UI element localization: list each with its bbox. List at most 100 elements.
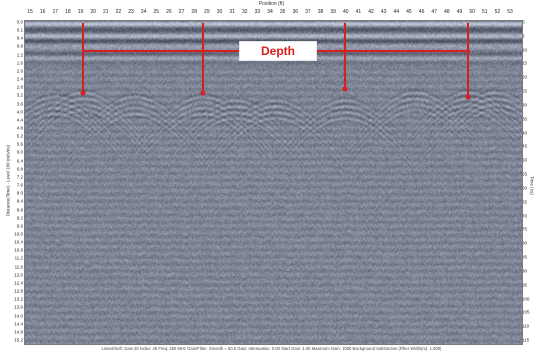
top-tick-label: 34 [267, 9, 273, 15]
top-tick-label: 19 [77, 9, 84, 15]
left-tick-label: 10.4 [14, 239, 23, 245]
left-tick-label: 4.4 [16, 117, 23, 123]
right-tick-label: 70 [522, 213, 528, 219]
left-tick-label: 14.4 [14, 321, 23, 327]
top-tick-label: 23 [128, 9, 134, 15]
left-tick-label: 15.2 [14, 337, 23, 343]
top-tick-label: 31 [229, 9, 235, 15]
top-tick-label: 51 [481, 9, 488, 15]
left-tick-label: 10.0 [14, 231, 23, 237]
target-marker-1 [80, 90, 86, 96]
top-tick-label: 16 [39, 9, 46, 15]
right-tick-label: 100 [522, 296, 530, 302]
top-tick-label: 21 [103, 9, 109, 15]
left-tick-label: 14.0 [14, 313, 23, 319]
left-tick-label: 8.4 [16, 198, 23, 204]
top-tick-label: 33 [254, 9, 261, 15]
right-tick-label: 15 [522, 60, 528, 66]
left-tick-label: 4.0 [16, 109, 23, 115]
depth-annotation-overlay [80, 23, 471, 100]
left-tick-label: 3.6 [16, 101, 23, 107]
top-tick-label: 36 [292, 9, 299, 15]
top-tick-label: 40 [343, 9, 349, 15]
left-tick-label: 2.4 [16, 76, 23, 82]
top-tick-label: 53 [507, 9, 513, 15]
left-tick-label: 10.8 [14, 247, 23, 253]
left-tick-label: 0.0 [16, 19, 23, 25]
top-tick-label: 29 [204, 9, 210, 15]
top-tick-label: 37 [305, 9, 311, 15]
left-tick-label: 12.4 [14, 280, 23, 286]
top-tick-label: 39 [330, 9, 336, 15]
left-tick-label: 2.0 [16, 68, 23, 74]
right-tick-label: 80 [522, 240, 528, 246]
left-tick-label: 13.6 [14, 304, 23, 310]
left-tick-label: 9.6 [16, 223, 23, 229]
right-tick-label: 60 [522, 185, 528, 191]
left-tick-label: 11.6 [14, 264, 23, 270]
left-tick-label: 9.2 [16, 215, 23, 221]
top-tick-label: 28 [191, 9, 197, 15]
top-tick-label: 42 [368, 9, 374, 15]
right-tick-label: 25 [522, 88, 528, 94]
radargram-canvas [25, 21, 522, 344]
left-tick-label: 8.8 [16, 207, 23, 213]
top-tick-label: 44 [393, 9, 400, 15]
top-tick-label: 46 [418, 9, 425, 15]
top-tick-label: 41 [355, 9, 362, 15]
left-tick-label: 5.2 [16, 133, 23, 139]
depth-label-box: Depth [239, 41, 317, 61]
target-marker-3 [342, 86, 348, 92]
top-tick-label: 52 [494, 9, 501, 15]
top-tick-label: 17 [52, 9, 59, 15]
top-tick-label: 30 [216, 9, 223, 15]
left-tick-label: 6.8 [16, 166, 23, 172]
right-tick-label: 0 [522, 19, 525, 25]
top-tick-label: 18 [65, 9, 71, 15]
top-tick-label: 26 [166, 9, 172, 15]
right-axis-title: Time (ns) [529, 176, 535, 195]
left-tick-label: 7.6 [16, 182, 23, 188]
target-marker-4 [465, 94, 471, 100]
left-tick-label: 1.6 [16, 60, 23, 66]
processing-info-footer: Linear/Soft: Gain 20 Index: 45 Freq: 250… [101, 346, 442, 351]
left-tick-label: 6.4 [16, 158, 23, 164]
left-tick-label: 11.2 [14, 255, 23, 261]
left-tick-label: 1.2 [16, 52, 23, 58]
left-tick-label: 6.0 [16, 149, 23, 155]
gpr-radargram-plot [24, 20, 523, 345]
left-tick-label: 5.6 [16, 141, 23, 147]
right-tick-label: 115 [522, 337, 530, 343]
left-tick-label: 0.4 [16, 35, 23, 41]
top-tick-label: 38 [317, 9, 324, 15]
top-tick-label: 20 [90, 9, 96, 15]
top-tick-label: 25 [153, 9, 160, 15]
left-tick-label: 12.0 [14, 272, 23, 278]
top-tick-label: 24 [140, 9, 147, 15]
top-tick-label: 43 [380, 9, 387, 15]
right-tick-label: 85 [522, 254, 528, 260]
left-axis-title: Distance(Time) - Level 100 (m/s/ns) [5, 144, 11, 217]
top-tick-label: 48 [444, 9, 450, 15]
top-tick-label: 47 [431, 9, 437, 15]
right-tick-label: 35 [522, 116, 528, 122]
top-tick-label: 50 [469, 9, 475, 15]
left-tick-label: 3.2 [16, 92, 23, 98]
target-marker-2 [200, 90, 206, 96]
left-tick-label: 14.8 [14, 329, 23, 335]
right-tick-label: 20 [522, 74, 528, 80]
right-tick-label: 110 [522, 323, 530, 329]
right-tick-label: 75 [522, 226, 528, 232]
right-tick-label: 55 [522, 171, 528, 177]
left-axis-ticks: 0.0 0.1 0.4 0.8 1.2 1.6 2.0 2.4 2.8 3.2 3.6 4.0 4.4 4… [9, 19, 23, 343]
left-tick-label: 7.2 [16, 174, 23, 180]
left-tick-label: 4.8 [16, 125, 23, 131]
right-tick-label: 95 [522, 282, 528, 288]
top-tick-label: 49 [456, 9, 463, 15]
right-axis-ticks: 0 5 10 15 20 25 30 35 40 45 50 55 60 65 70 75 80 85 90 95 10… [522, 19, 538, 343]
right-tick-label: 5 [522, 33, 525, 39]
depth-label: Depth [261, 44, 295, 58]
right-tick-label: 65 [522, 199, 528, 205]
right-tick-label: 30 [522, 102, 528, 108]
